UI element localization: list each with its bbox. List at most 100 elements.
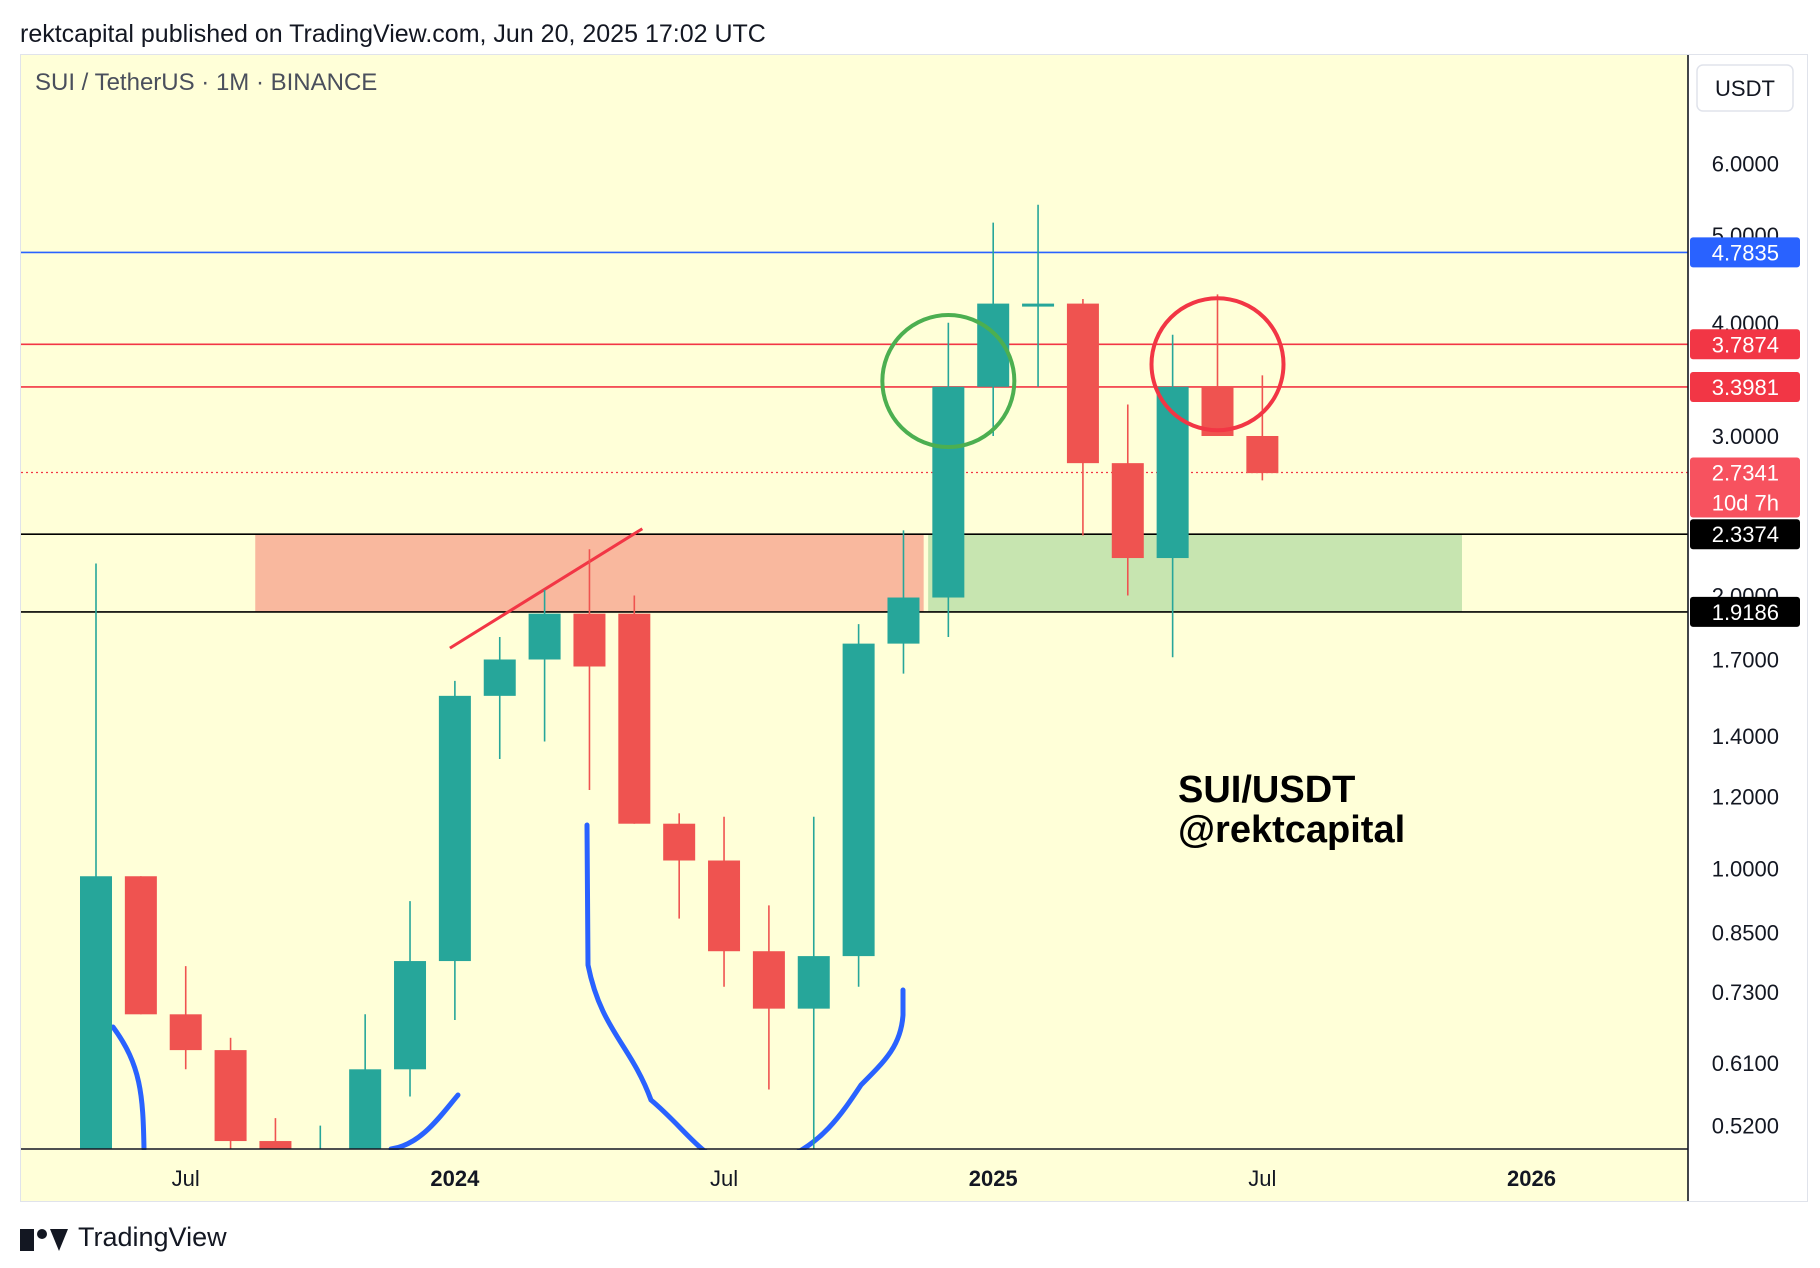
candle-2025-02 [1022, 204, 1055, 387]
candle-2023-12 [394, 901, 427, 1097]
candle-body [124, 876, 157, 1015]
currency-button-frame [1696, 64, 1794, 112]
y-tick-label: 0.5200 [1712, 1114, 1779, 1139]
drawn-curve-1 [388, 1092, 461, 1152]
candle-2023-11 [349, 1014, 382, 1149]
candle-body [438, 695, 471, 962]
candle-body [528, 613, 561, 660]
candle-2024-04 [573, 549, 606, 791]
candle-2025-04 [1111, 404, 1144, 596]
price-label-value: 3.3981 [1712, 375, 1779, 400]
price-label-value: 4.7835 [1712, 240, 1779, 265]
price-label-value: 1.9186 [1712, 600, 1779, 625]
price-label-bg [1690, 371, 1800, 402]
candle-body [797, 956, 830, 1009]
candle-2023-06 [124, 876, 157, 1015]
y-tick-label: 0.6100 [1712, 1051, 1779, 1076]
currency-button[interactable]: USDT [1696, 64, 1794, 112]
candle-body [214, 1050, 247, 1142]
candle-body [394, 961, 427, 1070]
candle-2024-02 [483, 637, 516, 760]
x-tick-label: Jul [172, 1166, 200, 1191]
watermark-line-1: @rektcapital [1178, 809, 1405, 851]
candle-2023-05 [80, 563, 112, 1149]
price-label-1: 3.7874 [1690, 329, 1800, 360]
candlestick-chart[interactable]: SUI / TetherUS · 1M · BINANCE USDT6.00005… [21, 55, 1807, 1201]
x-tick-label: Jul [1248, 1166, 1276, 1191]
candle-2024-12 [932, 322, 965, 638]
tradingview-logo-icon [20, 1225, 68, 1251]
candle-2024-09 [797, 816, 830, 1149]
candle-2025-03 [1066, 298, 1099, 536]
candle-2024-03 [528, 589, 561, 742]
price-label-3: 2.7341 10d 7h [1690, 457, 1800, 518]
candle-2024-07 [708, 816, 741, 987]
highlight-circle-0 [880, 313, 1017, 450]
candle-body [573, 613, 606, 667]
price-label-2: 3.3981 [1690, 371, 1800, 402]
price-label-5: 1.9186 [1690, 596, 1800, 627]
time-axis-cover [21, 1150, 1688, 1201]
highlight-circle-1 [1149, 296, 1286, 433]
price-label-value: 2.3374 [1712, 522, 1779, 547]
candle-2023-09 [259, 1118, 292, 1149]
candle-2024-06 [663, 813, 696, 919]
y-tick-label: 1.7000 [1712, 648, 1779, 673]
x-tick-label: 2026 [1507, 1166, 1556, 1191]
candle-body [80, 876, 112, 1149]
candle-2023-08 [214, 1037, 247, 1149]
x-tick-label: 2024 [430, 1166, 480, 1191]
candle-body [708, 860, 741, 952]
candle-body [169, 1014, 202, 1051]
support-zone-1 [928, 534, 1462, 612]
candle-body [1022, 303, 1055, 307]
candle-body [663, 823, 696, 861]
candle-body [842, 643, 875, 957]
price-label-bg [1690, 519, 1800, 550]
price-label-0: 4.7835 [1690, 237, 1800, 268]
resistance-trendline [449, 527, 644, 650]
x-tick-label: Jul [710, 1166, 738, 1191]
footer-brand-label: TradingView [78, 1222, 227, 1252]
footer-brand[interactable]: TradingView [20, 1222, 227, 1253]
y-tick-label: 0.7300 [1712, 980, 1779, 1005]
candle-body [349, 1069, 382, 1149]
y-tick-label: 1.0000 [1712, 856, 1779, 881]
price-label-bg [1690, 596, 1800, 627]
watermark-line-0: SUI/USDT [1178, 769, 1355, 811]
drawn-curve-0 [110, 1024, 147, 1152]
price-label-bg [1690, 237, 1800, 268]
candle-2024-01 [438, 680, 471, 1021]
price-label-4: 2.3374 [1690, 519, 1800, 550]
currency-button-label: USDT [1715, 76, 1775, 101]
candle-2024-10 [842, 624, 875, 987]
candle-body [1066, 303, 1099, 464]
candle-2024-11 [887, 530, 920, 674]
candle-2024-05 [618, 595, 651, 824]
y-tick-label: 0.8500 [1712, 920, 1779, 945]
candle-body [887, 597, 920, 644]
candle-body [752, 951, 785, 1009]
y-tick-label: 1.4000 [1712, 724, 1779, 749]
publish-caption: rektcapital published on TradingView.com… [20, 20, 766, 48]
x-tick-label: 2025 [969, 1166, 1018, 1191]
price-label-bg [1690, 457, 1800, 518]
chart-frame: SUI / TetherUS · 1M · BINANCE USDT 6.0000 5… [20, 54, 1808, 1202]
price-label-value: 2.7341 [1712, 461, 1779, 486]
y-tick-label: 3.0000 [1712, 424, 1779, 449]
candle-body [932, 386, 965, 598]
candle-2024-08 [752, 905, 785, 1090]
candle-2025-07 [1246, 375, 1279, 481]
candle-body [1246, 436, 1279, 474]
symbol-info: SUI / TetherUS · 1M · BINANCE [35, 69, 377, 96]
candle-body [1111, 463, 1144, 559]
price-label-bg [1690, 329, 1800, 360]
y-tick-label: 6.0000 [1712, 151, 1779, 176]
price-label-countdown: 10d 7h [1712, 491, 1779, 516]
price-label-value: 3.7874 [1712, 332, 1779, 357]
candle-body [483, 659, 516, 696]
y-tick-label: 1.2000 [1712, 785, 1779, 810]
candle-2023-07 [169, 966, 202, 1070]
candle-body [259, 1141, 292, 1149]
candle-body [618, 613, 651, 824]
